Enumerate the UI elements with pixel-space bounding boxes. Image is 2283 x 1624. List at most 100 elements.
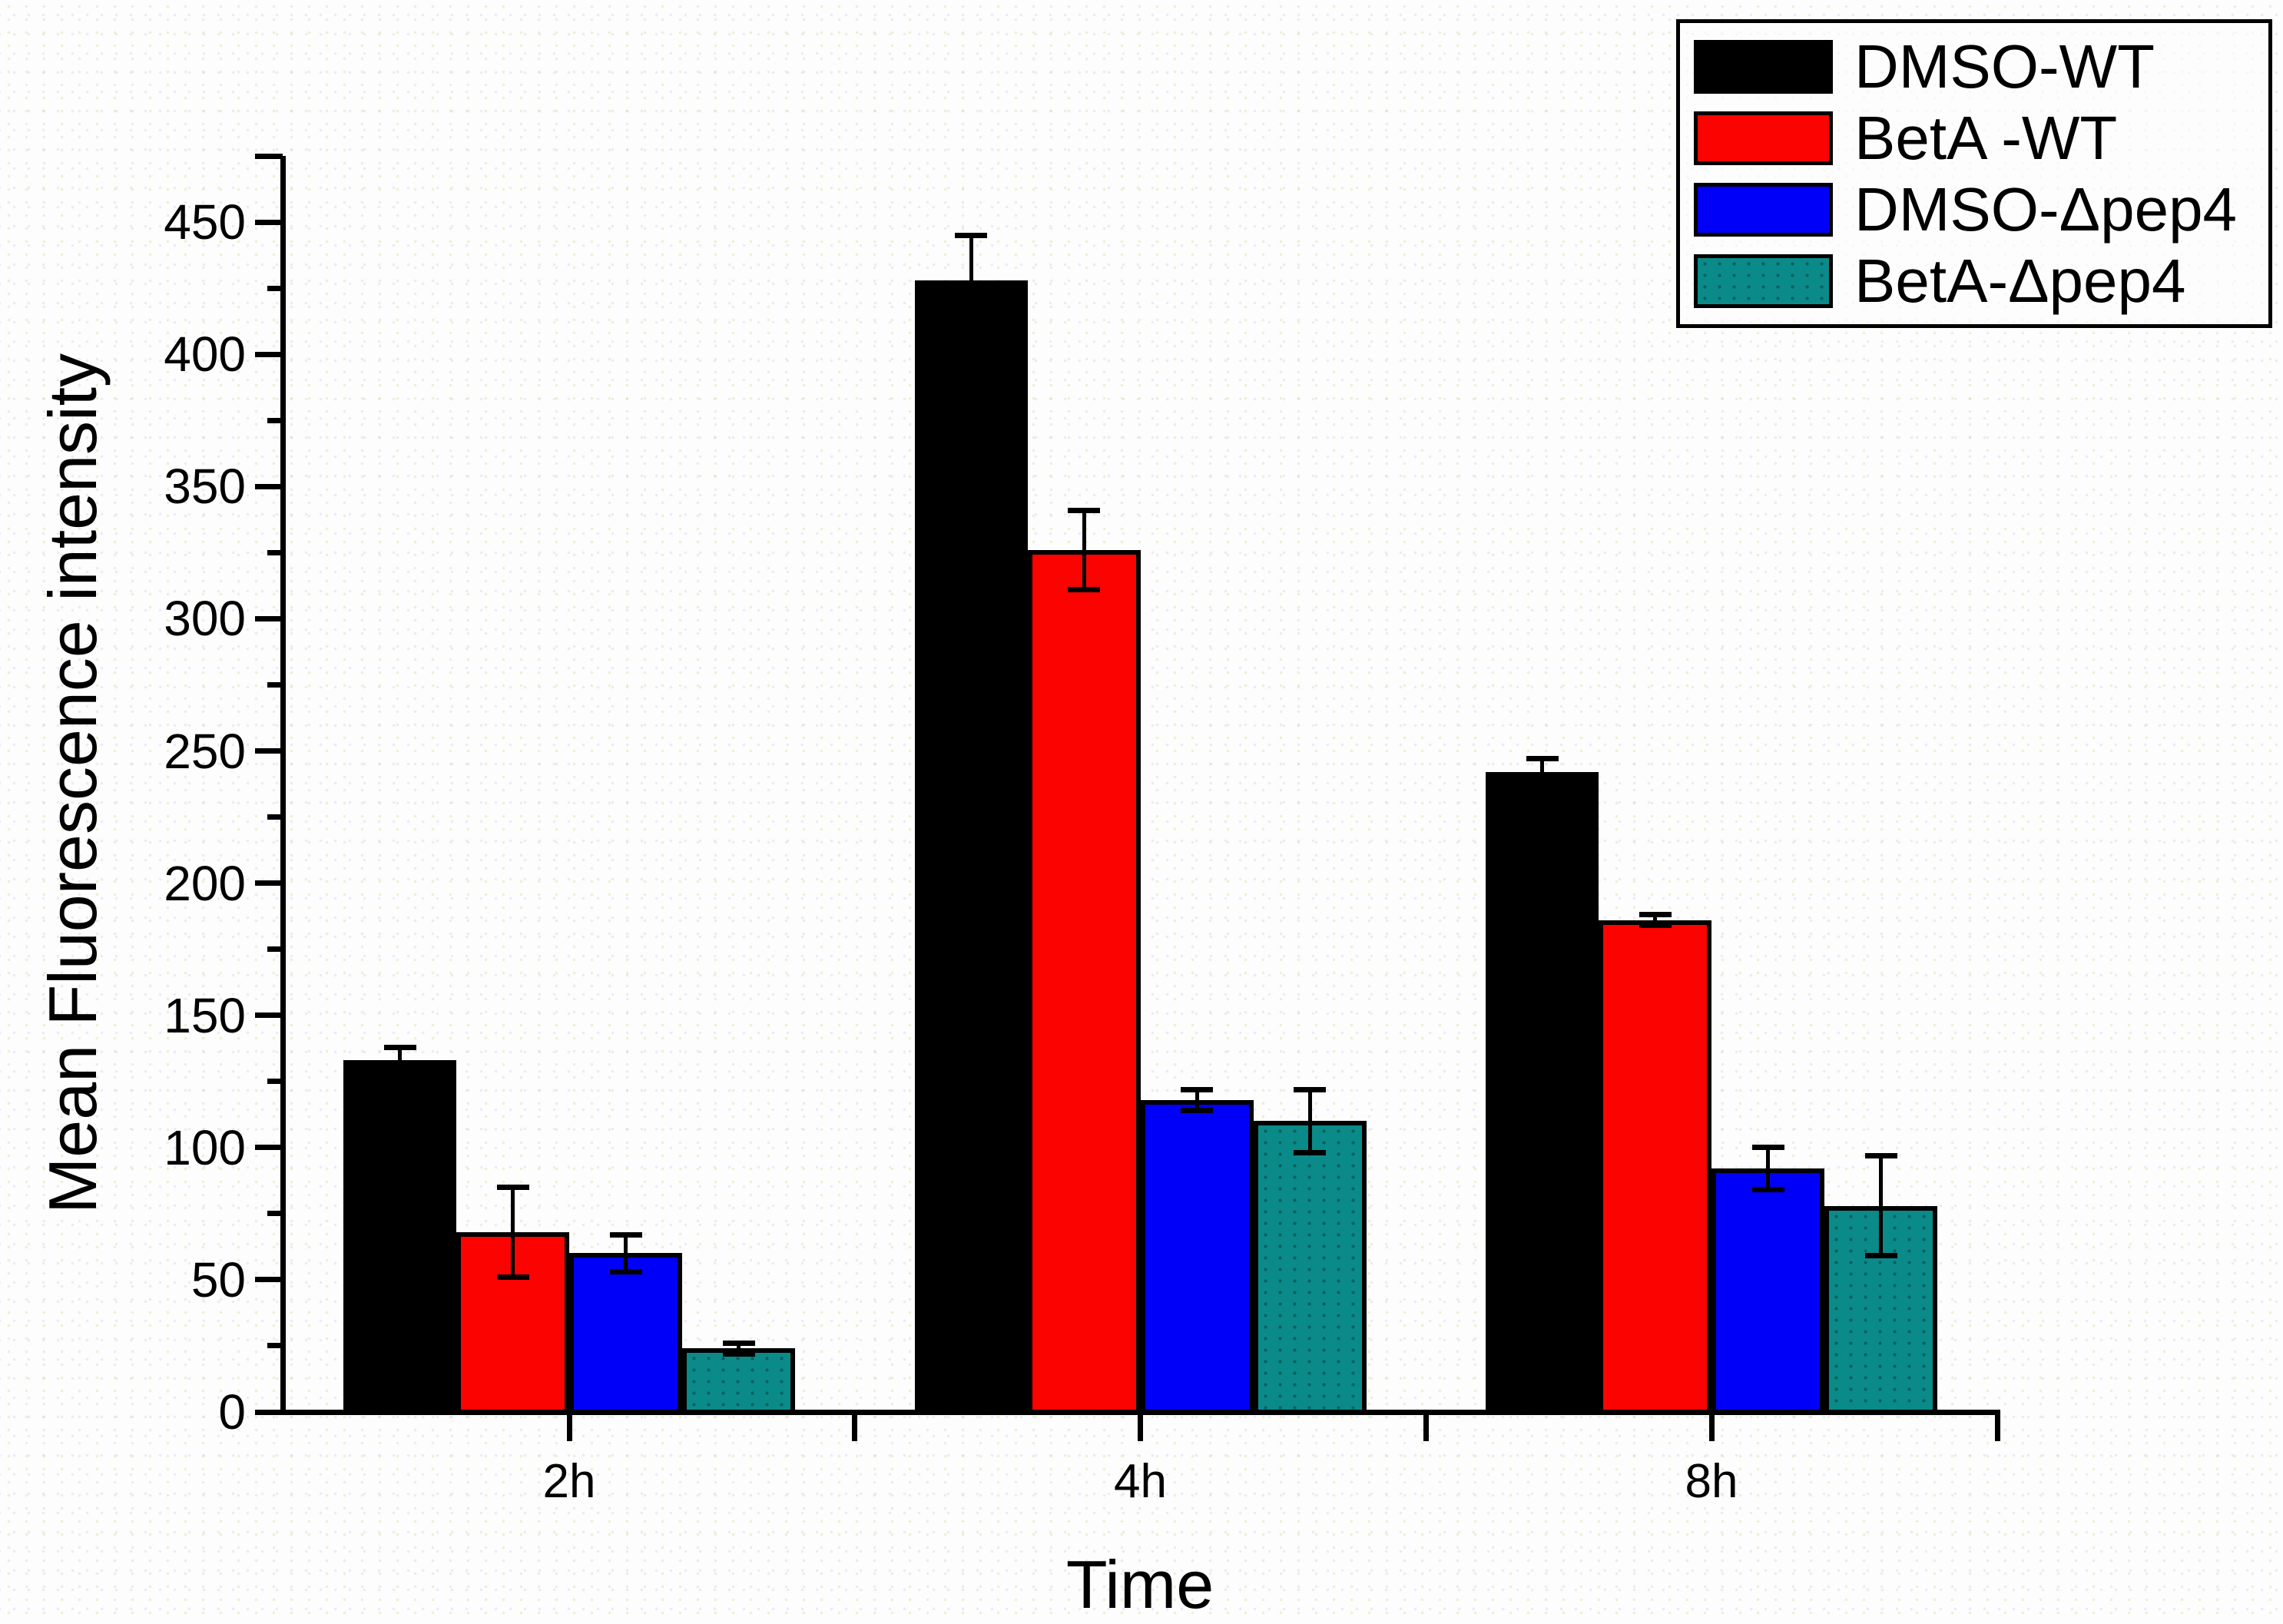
y-minor-tick: [267, 417, 283, 423]
x-boundary-tick: [1423, 1414, 1429, 1441]
y-minor-tick: [267, 549, 283, 555]
y-tick-label: 50: [191, 1251, 246, 1307]
y-major-tick: [255, 219, 283, 225]
y-axis-line: [280, 156, 286, 1415]
legend-label: BetA-Δpep4: [1854, 246, 2186, 315]
y-tick-label: 400: [164, 326, 246, 383]
error-bar-dmso-wt-8h: [1540, 758, 1544, 786]
error-bar-top-cap: [722, 1341, 755, 1346]
error-bar-bottom-cap: [955, 322, 987, 328]
error-bar-top-cap: [1751, 1145, 1784, 1151]
error-bar-beta-pep4-8h: [1879, 1155, 1883, 1256]
bar-beta-pep4-2h: [682, 1348, 795, 1415]
y-minor-tick: [267, 814, 283, 820]
bar-beta-pep4-4h: [1253, 1121, 1367, 1415]
legend-label: DMSO-Δpep4: [1854, 174, 2238, 244]
x-axis-title: Time: [1065, 1546, 1214, 1622]
error-bar-bottom-cap: [609, 1269, 642, 1275]
bar-dmso-pep4-4h: [1140, 1099, 1254, 1415]
x-major-tick: [566, 1414, 572, 1441]
error-bar-dmso-pep4-8h: [1766, 1147, 1770, 1190]
y-minor-tick: [267, 1211, 283, 1217]
y-axis-top-cap-tick: [255, 153, 283, 159]
y-tick-label: 0: [218, 1384, 246, 1440]
y-major-tick: [255, 615, 283, 621]
error-bar-top-cap: [383, 1044, 416, 1050]
legend-label: BetA -WT: [1854, 103, 2118, 172]
bar-dmso-pep4-8h: [1711, 1168, 1824, 1415]
y-major-tick: [255, 748, 283, 754]
y-major-tick: [255, 1409, 283, 1415]
error-bar-top-cap: [1526, 756, 1559, 762]
error-bar-bottom-cap: [1639, 923, 1672, 929]
error-bar-dmso-pep4-2h: [624, 1235, 628, 1272]
error-bar-bottom-cap: [1864, 1253, 1897, 1259]
error-bar-top-cap: [955, 232, 987, 238]
y-tick-label: 250: [164, 723, 246, 779]
bar-dmso-wt-8h: [1486, 772, 1599, 1415]
bar-dmso-wt-2h: [343, 1060, 456, 1415]
y-tick-label: 100: [164, 1119, 246, 1175]
error-bar-top-cap: [609, 1231, 642, 1238]
bar-beta-wt-8h: [1599, 920, 1711, 1415]
y-tick-label: 200: [164, 855, 246, 911]
legend-item-beta-wt: BetA -WT: [1694, 104, 2268, 173]
y-major-tick: [255, 1013, 283, 1019]
y-major-tick: [255, 880, 283, 887]
legend-swatch-dmso-wt: [1694, 39, 1833, 94]
legend-label: DMSO-WT: [1854, 31, 2155, 101]
y-minor-tick: [267, 1079, 283, 1085]
y-minor-tick: [267, 285, 283, 291]
legend-swatch-beta-pep4: [1694, 254, 1833, 308]
y-major-tick: [255, 483, 283, 489]
y-tick-label: 450: [164, 194, 246, 250]
legend-swatch-beta-wt: [1694, 111, 1833, 165]
y-tick-label: 300: [164, 591, 246, 647]
error-bar-bottom-cap: [496, 1274, 529, 1280]
error-bar-bottom-cap: [383, 1070, 416, 1076]
x-tick-label: 8h: [1685, 1455, 1738, 1508]
error-bar-bottom-cap: [722, 1351, 755, 1357]
error-bar-dmso-wt-2h: [398, 1047, 402, 1074]
legend-box: DMSO-WT BetA -WT DMSO-Δpep4 BetA-Δpep4: [1676, 19, 2272, 328]
y-major-tick: [255, 1145, 283, 1151]
error-bar-top-cap: [1294, 1086, 1326, 1092]
error-bar-bottom-cap: [1751, 1187, 1784, 1193]
y-tick-label: 150: [164, 987, 246, 1043]
x-tick-label: 4h: [1114, 1455, 1167, 1508]
error-bar-beta-wt-2h: [511, 1187, 515, 1278]
legend-item-beta-pep4: BetA-Δpep4: [1694, 247, 2268, 316]
x-major-tick: [1138, 1414, 1143, 1441]
legend-item-dmso-wt: DMSO-WT: [1694, 32, 2268, 101]
bar-dmso-wt-4h: [914, 280, 1028, 1415]
x-tick-label: 2h: [542, 1455, 596, 1508]
x-boundary-tick: [852, 1414, 858, 1441]
error-bar-top-cap: [1068, 507, 1100, 513]
y-major-tick: [255, 351, 283, 357]
error-bar-top-cap: [496, 1184, 529, 1190]
error-bar-dmso-wt-4h: [969, 235, 973, 326]
error-bar-beta-wt-8h: [1653, 914, 1657, 926]
y-minor-tick: [267, 681, 283, 688]
error-bar-bottom-cap: [1068, 587, 1100, 593]
error-bar-bottom-cap: [1526, 782, 1559, 788]
error-bar-top-cap: [1639, 912, 1672, 918]
error-bar-top-cap: [1864, 1152, 1897, 1158]
x-major-tick: [1708, 1414, 1715, 1441]
error-bar-bottom-cap: [1294, 1150, 1326, 1156]
bar-dmso-pep4-2h: [569, 1253, 682, 1415]
y-tick-label: 350: [164, 459, 246, 515]
error-bar-top-cap: [1181, 1086, 1213, 1092]
error-bar-beta-pep4-4h: [1307, 1089, 1312, 1153]
y-major-tick: [255, 1277, 283, 1283]
error-bar-beta-pep4-2h: [737, 1343, 741, 1354]
error-bar-dmso-pep4-4h: [1195, 1089, 1199, 1111]
legend-item-dmso-pep4: DMSO-Δpep4: [1694, 175, 2268, 244]
error-bar-beta-wt-4h: [1082, 510, 1086, 590]
error-bar-bottom-cap: [1181, 1108, 1213, 1114]
bar-beta-wt-4h: [1027, 549, 1141, 1415]
legend-swatch-dmso-pep4: [1694, 182, 1833, 237]
x-axis-end-tick: [1994, 1414, 2000, 1441]
y-minor-tick: [267, 1343, 283, 1349]
